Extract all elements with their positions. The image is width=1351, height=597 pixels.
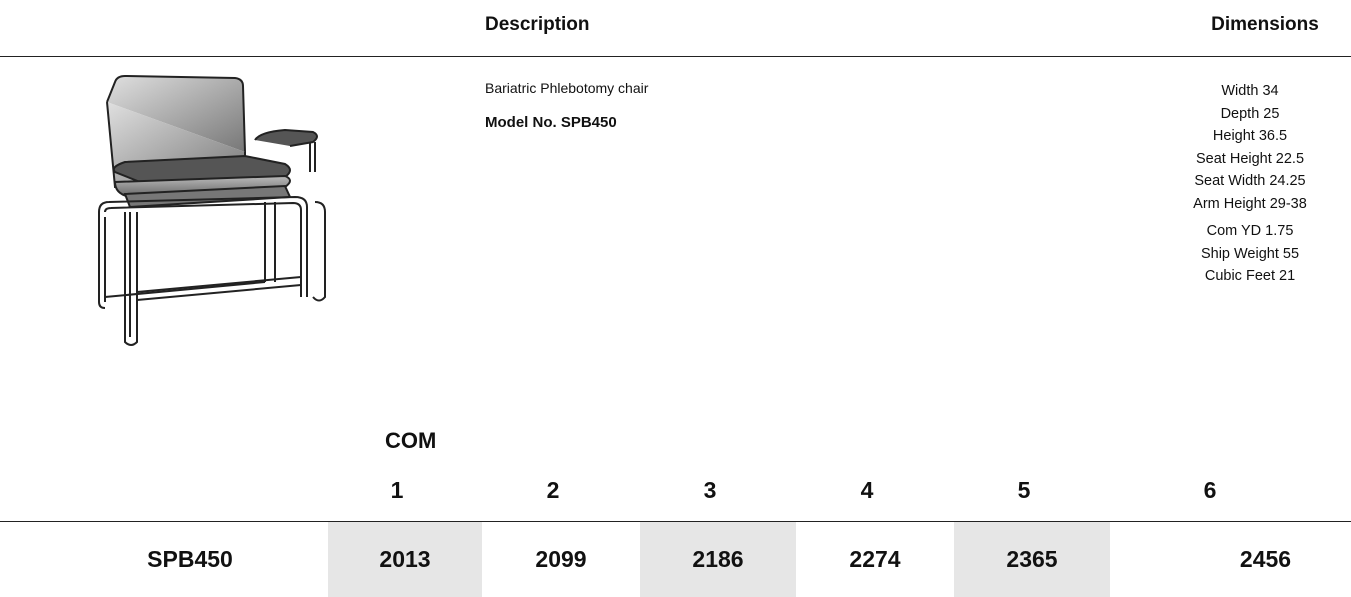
dimension: Cubic Feet 21	[1100, 265, 1351, 288]
product-description: Bariatric Phlebotomy chair	[485, 80, 648, 96]
price: 2099	[482, 522, 640, 597]
page: Description Dimensions Bariatric Phlebot…	[0, 0, 1351, 596]
dimensions-heading: Dimensions	[1150, 14, 1351, 36]
dimension: Ship Weight 55	[1100, 243, 1351, 266]
price: 2274	[796, 522, 954, 597]
price: 2186	[640, 522, 796, 597]
dimension: Com YD 1.75	[1100, 220, 1351, 243]
price: 2013	[328, 522, 482, 597]
chair-image	[85, 72, 345, 357]
row-model: SPB450	[0, 522, 380, 597]
grade-header: 5	[954, 477, 1094, 504]
dimension: Seat Width 24.25	[1100, 170, 1351, 193]
divider	[0, 56, 1351, 57]
dimension: Width 34	[1100, 80, 1351, 103]
dimension: Seat Height 22.5	[1100, 148, 1351, 171]
grade-header: 2	[482, 477, 624, 504]
grade-header: 1	[328, 477, 466, 504]
dimension: Depth 25	[1100, 103, 1351, 126]
description-heading: Description	[485, 14, 590, 36]
model-number: Model No. SPB450	[485, 114, 617, 131]
grade-header: 3	[640, 477, 780, 504]
dimension: Arm Height 29-38	[1100, 193, 1351, 216]
dimension: Height 36.5	[1100, 125, 1351, 148]
price: 2365	[954, 522, 1110, 597]
grade-header: 4	[796, 477, 938, 504]
grade-header: 6	[1110, 477, 1310, 504]
com-label: COM	[385, 428, 436, 454]
price: 2456	[1110, 522, 1351, 597]
